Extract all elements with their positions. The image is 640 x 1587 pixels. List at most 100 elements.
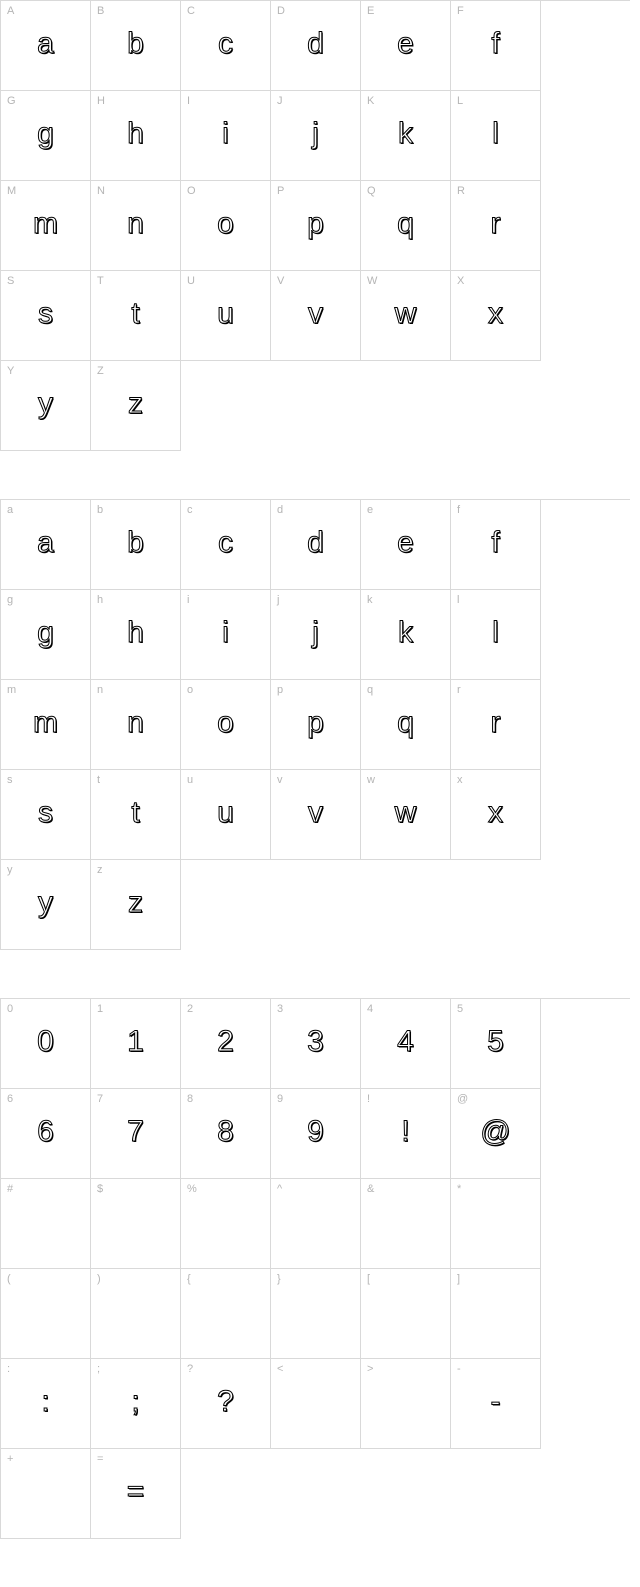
- font-glyph-chart: AaBbCcDdEeFfGgHhIiJjKkLlMmNnOoPpQqRrSsTt…: [0, 0, 640, 1539]
- cell-key-label: h: [97, 594, 103, 606]
- glyph-cell: &: [361, 1179, 451, 1269]
- cell-glyph: g: [1, 618, 90, 648]
- glyph-cell: %: [181, 1179, 271, 1269]
- cell-key-label: F: [457, 5, 464, 17]
- cell-glyph: u: [181, 299, 270, 329]
- cell-key-label: #: [7, 1183, 13, 1195]
- cell-glyph: h: [91, 618, 180, 648]
- cell-key-label: d: [277, 504, 283, 516]
- glyph-cell: Qq: [361, 181, 451, 271]
- cell-glyph: z: [91, 389, 180, 419]
- glyph-cell: Ee: [361, 1, 451, 91]
- glyph-cell: 99: [271, 1089, 361, 1179]
- cell-glyph: 1: [91, 1027, 180, 1057]
- glyph-cell: bb: [91, 500, 181, 590]
- glyph-cell: $: [91, 1179, 181, 1269]
- glyph-cell: 22: [181, 999, 271, 1089]
- cell-key-label: r: [457, 684, 461, 696]
- glyph-cell: Ii: [181, 91, 271, 181]
- glyph-cell: Ff: [451, 1, 541, 91]
- cell-key-label: 9: [277, 1093, 283, 1105]
- cell-glyph: h: [91, 119, 180, 149]
- cell-key-label: C: [187, 5, 195, 17]
- glyph-grid: 00112233445566778899!!@@#$%^&*(){}[]::;;…: [0, 998, 630, 1539]
- cell-key-label: T: [97, 275, 104, 287]
- glyph-cell: Mm: [1, 181, 91, 271]
- glyph-cell: 00: [1, 999, 91, 1089]
- glyph-cell: ]: [451, 1269, 541, 1359]
- section-lowercase: aabbccddeeffgghhiijjkkllmmnnooppqqrrsstt…: [0, 499, 640, 950]
- cell-key-label: 8: [187, 1093, 193, 1105]
- glyph-cell: ff: [451, 500, 541, 590]
- glyph-cell: 44: [361, 999, 451, 1089]
- cell-glyph: 6: [1, 1117, 90, 1147]
- section-numbers-symbols: 00112233445566778899!!@@#$%^&*(){}[]::;;…: [0, 998, 640, 1539]
- glyph-cell: Nn: [91, 181, 181, 271]
- glyph-cell: Pp: [271, 181, 361, 271]
- glyph-cell: ??: [181, 1359, 271, 1449]
- cell-key-label: m: [7, 684, 16, 696]
- glyph-cell: yy: [1, 860, 91, 950]
- cell-glyph: n: [91, 209, 180, 239]
- cell-key-label: p: [277, 684, 283, 696]
- cell-glyph: a: [1, 29, 90, 59]
- glyph-cell: Vv: [271, 271, 361, 361]
- cell-glyph: i: [181, 119, 270, 149]
- glyph-cell: Oo: [181, 181, 271, 271]
- glyph-cell: Aa: [1, 1, 91, 91]
- glyph-cell: tt: [91, 770, 181, 860]
- cell-key-label: v: [277, 774, 283, 786]
- cell-glyph: e: [361, 29, 450, 59]
- cell-key-label: 2: [187, 1003, 193, 1015]
- glyph-cell: gg: [1, 590, 91, 680]
- cell-key-label: 7: [97, 1093, 103, 1105]
- glyph-cell: #: [1, 1179, 91, 1269]
- cell-key-label: ]: [457, 1273, 460, 1285]
- cell-glyph: f: [451, 528, 540, 558]
- cell-key-label: 4: [367, 1003, 373, 1015]
- glyph-cell: Cc: [181, 1, 271, 91]
- cell-glyph: m: [1, 708, 90, 738]
- glyph-cell: !!: [361, 1089, 451, 1179]
- cell-glyph: c: [181, 528, 270, 558]
- glyph-cell: *: [451, 1179, 541, 1269]
- glyph-cell: zz: [91, 860, 181, 950]
- cell-key-label: o: [187, 684, 193, 696]
- glyph-cell: Dd: [271, 1, 361, 91]
- cell-glyph: l: [451, 618, 540, 648]
- cell-glyph: l: [451, 119, 540, 149]
- cell-glyph: u: [181, 798, 270, 828]
- glyph-cell: ==: [91, 1449, 181, 1539]
- cell-glyph: e: [361, 528, 450, 558]
- cell-glyph: q: [361, 209, 450, 239]
- glyph-cell: ss: [1, 770, 91, 860]
- glyph-cell: 88: [181, 1089, 271, 1179]
- cell-key-label: 5: [457, 1003, 463, 1015]
- glyph-cell: +: [1, 1449, 91, 1539]
- cell-key-label: b: [97, 504, 103, 516]
- cell-key-label: l: [457, 594, 459, 606]
- cell-key-label: e: [367, 504, 373, 516]
- glyph-cell: ll: [451, 590, 541, 680]
- cell-key-label: H: [97, 95, 105, 107]
- glyph-cell: vv: [271, 770, 361, 860]
- cell-key-label: %: [187, 1183, 197, 1195]
- cell-key-label: A: [7, 5, 14, 17]
- cell-key-label: E: [367, 5, 374, 17]
- cell-glyph: r: [451, 209, 540, 239]
- glyph-cell: [: [361, 1269, 451, 1359]
- cell-key-label: c: [187, 504, 193, 516]
- glyph-cell: Yy: [1, 361, 91, 451]
- cell-glyph: t: [91, 299, 180, 329]
- glyph-cell: Gg: [1, 91, 91, 181]
- cell-glyph: d: [271, 528, 360, 558]
- cell-glyph: v: [271, 798, 360, 828]
- cell-key-label: K: [367, 95, 374, 107]
- glyph-cell: Bb: [91, 1, 181, 91]
- glyph-cell: hh: [91, 590, 181, 680]
- cell-glyph: q: [361, 708, 450, 738]
- cell-key-label: -: [457, 1363, 461, 1375]
- cell-key-label: N: [97, 185, 105, 197]
- cell-glyph: w: [361, 798, 450, 828]
- glyph-cell: ;;: [91, 1359, 181, 1449]
